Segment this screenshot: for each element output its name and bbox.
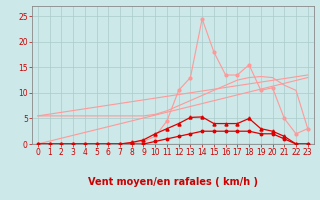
X-axis label: Vent moyen/en rafales ( km/h ): Vent moyen/en rafales ( km/h )	[88, 177, 258, 187]
